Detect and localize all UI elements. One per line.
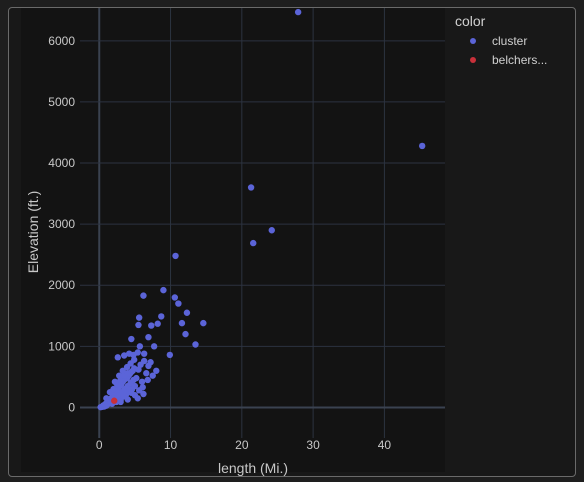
data-point[interactable]	[131, 382, 139, 390]
x-tick-label: 40	[378, 438, 392, 452]
grid-lines	[80, 8, 445, 438]
data-point[interactable]	[171, 294, 179, 301]
data-point[interactable]	[140, 357, 148, 365]
data-point[interactable]	[418, 142, 426, 150]
data-point[interactable]	[119, 367, 126, 374]
x-axis-label: length (Mi.)	[218, 460, 288, 476]
y-tick-labels: 0 1000 2000 3000 4000 5000 6000	[48, 34, 75, 415]
data-point[interactable]	[250, 239, 257, 247]
legend-item-label[interactable]: belchers...	[492, 53, 547, 67]
legend-item-label[interactable]: cluster	[492, 34, 527, 48]
x-tick-label: 10	[164, 438, 178, 452]
data-point[interactable]	[116, 372, 123, 379]
scatter-chart: 0 1000 2000 3000 4000 5000 6000 0 10 20 30 40 leng…	[21, 8, 547, 476]
y-tick-label: 3000	[48, 217, 75, 231]
data-point[interactable]	[117, 398, 124, 406]
data-point[interactable]	[133, 374, 140, 382]
data-point[interactable]	[140, 350, 148, 357]
data-point[interactable]	[135, 366, 142, 373]
data-point[interactable]	[144, 376, 151, 384]
data-point[interactable]	[175, 300, 182, 307]
legend-marker	[470, 57, 476, 63]
data-point[interactable]	[138, 378, 146, 385]
data-point[interactable]	[140, 292, 147, 299]
plot-paper	[21, 8, 445, 472]
data-point[interactable]	[130, 356, 138, 363]
legend[interactable]: color cluster belchers...	[455, 13, 547, 67]
legend-title: color	[455, 13, 486, 29]
data-point[interactable]	[143, 370, 150, 377]
data-point[interactable]	[153, 367, 160, 374]
data-point[interactable]	[294, 8, 302, 16]
data-point[interactable]	[268, 227, 275, 234]
y-tick-label: 1000	[48, 339, 75, 353]
y-tick-label: 5000	[48, 95, 75, 109]
data-point[interactable]	[192, 341, 199, 348]
x-tick-labels: 0 10 20 30 40	[96, 438, 391, 452]
data-point[interactable]	[114, 354, 121, 361]
data-point[interactable]	[136, 343, 144, 350]
data-point[interactable]	[178, 319, 186, 327]
y-tick-label: 2000	[48, 278, 75, 292]
data-point[interactable]	[124, 396, 131, 403]
data-point[interactable]	[200, 319, 207, 327]
data-point[interactable]	[148, 322, 155, 329]
data-point[interactable]	[158, 313, 165, 320]
data-point[interactable]	[139, 384, 146, 391]
data-point[interactable]	[111, 378, 119, 385]
legend-marker	[470, 38, 476, 44]
y-axis-label: Elevation (ft.)	[25, 191, 41, 273]
data-point[interactable]	[140, 390, 147, 398]
y-tick-label: 6000	[48, 34, 75, 48]
data-point[interactable]	[145, 333, 152, 341]
data-point[interactable]	[128, 335, 135, 343]
data-point[interactable]	[160, 286, 167, 294]
data-point[interactable]	[150, 343, 158, 350]
data-point[interactable]	[172, 252, 179, 260]
x-tick-label: 30	[306, 438, 320, 452]
data-point[interactable]	[154, 320, 161, 327]
data-point[interactable]	[124, 370, 131, 377]
y-tick-label: 0	[68, 400, 75, 414]
data-point[interactable]	[120, 352, 128, 359]
data-point[interactable]	[135, 314, 143, 321]
data-point[interactable]	[182, 330, 189, 338]
chart-container: 0 1000 2000 3000 4000 5000 6000 0 10 20 30 40 leng…	[8, 7, 576, 477]
data-point[interactable]	[183, 309, 191, 316]
data-points[interactable]	[97, 8, 426, 411]
data-point[interactable]	[110, 385, 117, 393]
data-point[interactable]	[149, 372, 156, 379]
data-point[interactable]	[135, 321, 142, 329]
data-point[interactable]	[147, 359, 154, 366]
data-point[interactable]	[134, 349, 141, 356]
x-tick-label: 0	[96, 438, 103, 452]
data-point[interactable]	[247, 184, 255, 191]
data-point[interactable]	[111, 397, 118, 404]
data-point[interactable]	[166, 351, 174, 359]
x-tick-label: 20	[235, 438, 249, 452]
data-point[interactable]	[103, 395, 110, 402]
data-point[interactable]	[134, 395, 141, 402]
y-tick-label: 4000	[48, 156, 75, 170]
